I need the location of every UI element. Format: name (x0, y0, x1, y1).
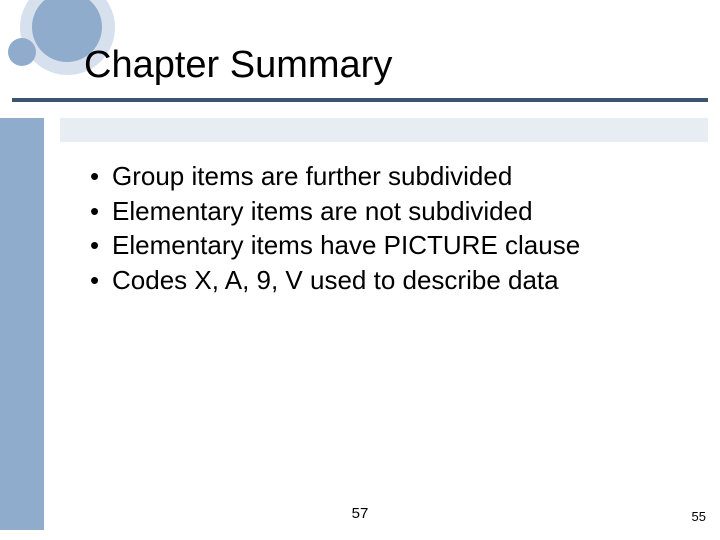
left-accent-gap (0, 102, 44, 118)
slide-title: Chapter Summary (84, 44, 392, 87)
left-accent-bar (0, 102, 44, 530)
bullet-item: Codes X, A, 9, V used to describe data (90, 264, 670, 297)
bullet-item: Group items are further subdivided (90, 160, 670, 193)
title-faint-band (60, 118, 708, 142)
page-number-right: 55 (692, 509, 706, 524)
bullet-item: Elementary items have PICTURE clause (90, 229, 670, 262)
decorative-circle-small (8, 38, 36, 66)
bullet-item: Elementary items are not subdivided (90, 195, 670, 228)
page-number-center: 57 (352, 505, 369, 522)
slide-container: Chapter Summary Group items are further … (0, 0, 720, 540)
title-underline (12, 98, 708, 102)
bullet-list-container: Group items are further subdivided Eleme… (90, 160, 670, 298)
bullet-list: Group items are further subdivided Eleme… (90, 160, 670, 296)
